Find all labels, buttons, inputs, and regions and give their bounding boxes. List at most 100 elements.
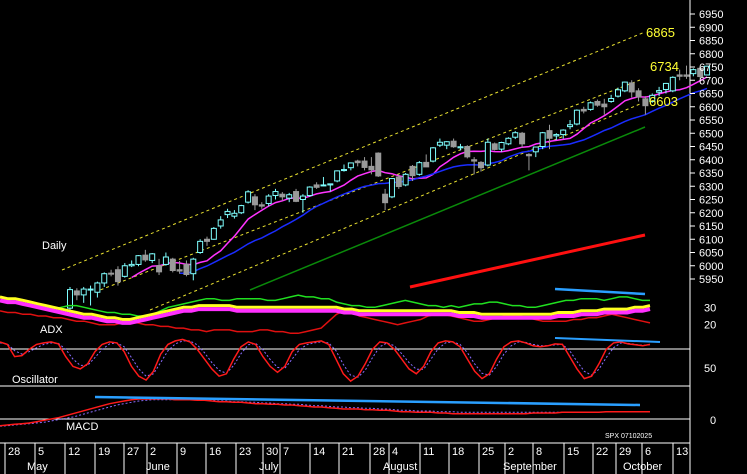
candle <box>169 257 176 273</box>
candle-body <box>478 161 484 169</box>
ma-mid-line <box>179 87 708 275</box>
date-tick-label: 7 <box>283 446 289 458</box>
date-tick-label: 2 <box>150 446 156 458</box>
date-tick-label: 5 <box>38 446 44 458</box>
date-tick-label: 28 <box>8 446 20 458</box>
date-tick-label: 14 <box>313 446 325 458</box>
candle-body <box>341 169 347 172</box>
candle <box>162 252 169 266</box>
candle-body <box>94 282 101 293</box>
macd-axis-label: 0 <box>710 415 716 427</box>
candle <box>279 192 286 201</box>
candle-body <box>532 146 539 153</box>
candle <box>423 154 430 168</box>
candle <box>94 281 101 298</box>
candle <box>341 164 347 172</box>
candle <box>464 145 471 159</box>
candle-body <box>491 143 498 150</box>
candle <box>662 82 669 94</box>
candle <box>649 93 656 103</box>
ma-slow-line <box>249 126 646 291</box>
candle <box>573 109 580 126</box>
candle-body <box>683 74 690 77</box>
candle-body <box>183 263 190 275</box>
candle <box>135 255 142 267</box>
candle-body <box>80 288 87 296</box>
candle-body <box>539 132 546 148</box>
candle <box>553 133 560 140</box>
date-tick-label: 11 <box>423 446 434 458</box>
candle-body <box>197 240 204 253</box>
adx-panel <box>0 287 651 335</box>
candle-body <box>176 269 183 272</box>
candle-body <box>642 98 649 107</box>
candle-body <box>594 100 601 106</box>
price-tick-label: 6550 <box>699 115 723 127</box>
candle-body <box>615 89 621 97</box>
candle <box>210 227 217 240</box>
candle <box>512 131 519 140</box>
candle-body <box>265 195 272 204</box>
candle <box>114 266 121 286</box>
candle-body <box>519 132 526 145</box>
price-tick-label: 6100 <box>699 234 723 246</box>
price-tick-label: 6900 <box>699 22 723 34</box>
candle <box>258 202 265 209</box>
candle <box>80 286 87 303</box>
adx-yellow-line <box>0 295 651 321</box>
candle <box>354 159 361 167</box>
candle-body <box>443 141 450 146</box>
candle-body <box>149 253 156 261</box>
candle-body <box>299 195 306 200</box>
candle <box>217 216 224 229</box>
candle-body <box>128 263 135 267</box>
price-tick-label: 6250 <box>699 195 723 207</box>
price-tick-label: 6300 <box>699 181 723 193</box>
candle-body <box>382 193 389 204</box>
candle <box>382 188 389 211</box>
macd-panel <box>0 395 650 427</box>
candle-body <box>169 258 176 272</box>
date-tick-label: 9 <box>180 446 186 458</box>
candle-body <box>67 289 73 309</box>
candle <box>601 98 608 115</box>
date-tick-label: 4 <box>392 446 398 458</box>
price-tick-label: 6700 <box>699 75 723 87</box>
candle <box>704 65 711 76</box>
candle <box>532 146 539 158</box>
candle <box>560 129 567 139</box>
candle-body <box>697 67 704 78</box>
candle-body <box>121 265 128 277</box>
date-tick-label: 29 <box>619 446 631 458</box>
candle <box>251 194 258 211</box>
oscillator-signal-line <box>0 340 651 378</box>
candle-body <box>587 102 594 110</box>
candle <box>491 142 498 151</box>
channel-line <box>149 103 641 311</box>
symbol-stamp: SPX 07102025 <box>605 433 652 440</box>
candle <box>567 120 574 130</box>
candle <box>676 69 683 81</box>
candle-body <box>320 184 327 187</box>
date-tick-label: 2 <box>508 446 514 458</box>
candle <box>615 87 621 98</box>
date-tick-label: 21 <box>342 446 354 458</box>
candle-body <box>621 81 628 92</box>
date-axis: 28 5 12 19 27 2 9 16 23 30 7 14 21 28 4 11 18 25 2 8 15 22 29 6… <box>4 443 688 474</box>
candle-body <box>375 152 382 177</box>
price-tick-label: 6200 <box>699 208 723 220</box>
candle-body <box>231 212 238 217</box>
oscillator-panel <box>0 337 661 383</box>
candle-body <box>306 186 313 197</box>
candle <box>436 138 443 148</box>
price-tick-label: 6750 <box>699 62 723 74</box>
candle <box>621 81 628 93</box>
price-tick-label: 6950 <box>699 9 723 21</box>
candle <box>484 138 491 167</box>
candle <box>594 99 601 107</box>
price-tick-label: 6350 <box>699 168 723 180</box>
candle-body <box>409 165 416 177</box>
candle <box>683 65 690 79</box>
